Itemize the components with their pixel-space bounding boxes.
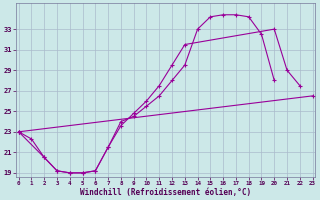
X-axis label: Windchill (Refroidissement éolien,°C): Windchill (Refroidissement éolien,°C) <box>80 188 251 197</box>
